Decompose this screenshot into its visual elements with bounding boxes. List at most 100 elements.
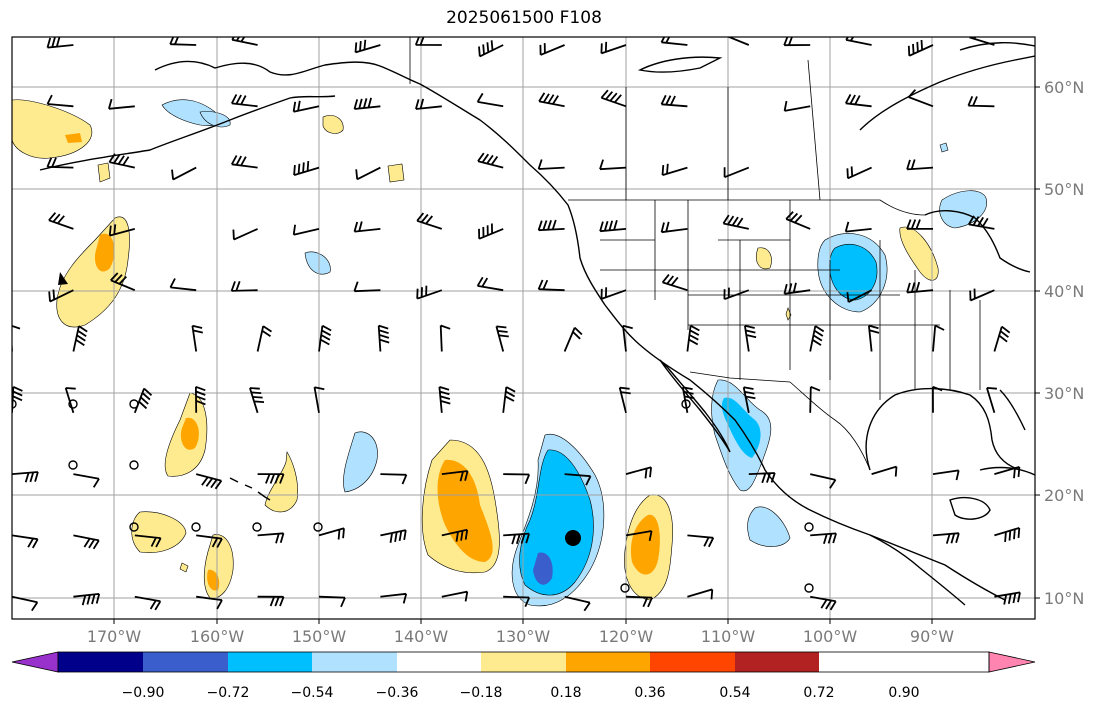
wind-barb (478, 40, 504, 58)
wind-barb (476, 92, 504, 108)
caribbean-cuba (979, 466, 1035, 476)
wind-barb (537, 279, 565, 292)
wind-barb (110, 272, 136, 292)
wind-barb (46, 37, 74, 49)
colorbar-segment (397, 652, 481, 672)
positive-anomaly-region (12, 99, 93, 159)
wind-barb (12, 166, 13, 168)
wind-barb (249, 387, 265, 414)
wind-barb (353, 97, 381, 110)
wind-barb (742, 386, 756, 413)
wind-barb (625, 466, 652, 479)
wind-barb (783, 100, 811, 112)
map-title: 2025061500 F108 (446, 8, 602, 28)
hudson-bay (859, 55, 1035, 131)
wind-barb (846, 166, 872, 180)
wind-barb (72, 325, 88, 352)
wind-barb (48, 289, 74, 303)
wind-barb (380, 592, 408, 604)
wind-barb (171, 166, 197, 181)
colorbar-segment (650, 652, 735, 672)
hawaii (229, 477, 271, 501)
wind-barb (809, 325, 825, 352)
wind-barb (868, 324, 880, 352)
wind-barb (599, 220, 627, 233)
wind-barb (503, 532, 530, 545)
wind-barb (353, 281, 381, 293)
colorbar-ticks: −0.90 −0.72 −0.54 −0.36 −0.18 0.18 0.36 … (122, 685, 920, 701)
wind-barb (134, 595, 162, 611)
longitude-axis: 170°W 160°W 150°W 140°W 130°W 120°W 110°… (87, 619, 954, 646)
wind-barb (810, 595, 837, 611)
wind-barb (12, 534, 39, 549)
location-marker-triangle (58, 272, 68, 285)
wind-barb (12, 290, 13, 292)
wind-barb (986, 387, 997, 414)
negative-anomaly-region (939, 142, 949, 153)
colorbar-segment (228, 652, 312, 672)
positive-anomaly-region (630, 514, 660, 575)
lon-label: 150°W (292, 627, 347, 646)
wind-barb (625, 595, 653, 608)
wind-barb (12, 228, 13, 230)
wind-barb (257, 595, 285, 607)
wind-barb (810, 532, 837, 544)
wind-barb (660, 37, 688, 46)
wind-barb (73, 473, 100, 488)
wind-barb (906, 159, 934, 171)
lon-label: 110°W (701, 627, 756, 646)
wind-barb (994, 591, 1021, 605)
wind-barb (476, 276, 504, 292)
wind-barb (441, 470, 469, 482)
negative-anomaly-region (747, 506, 791, 547)
wind-barb (871, 465, 898, 477)
positive-anomaly-region (207, 569, 220, 591)
wind-barb (906, 219, 933, 230)
lon-label: 170°W (87, 627, 142, 646)
wind-barb (441, 528, 469, 542)
lat-label: 50°N (1044, 180, 1084, 199)
wind-barb (907, 39, 934, 57)
positive-anomaly-region (179, 562, 189, 573)
wind-barb (661, 163, 688, 176)
central-america (869, 534, 1006, 601)
wind-barb (12, 471, 39, 483)
wind-barb (723, 166, 750, 179)
wind-barb (108, 224, 136, 237)
wind-barb (292, 224, 320, 236)
wind-barb (744, 324, 757, 352)
lat-label: 40°N (1044, 282, 1084, 301)
anomaly-shading (12, 99, 987, 607)
wind-barbs (12, 37, 1021, 612)
wind-barb (230, 280, 258, 292)
wind-barb (564, 473, 592, 486)
positive-anomaly-region (94, 233, 115, 272)
location-marker (565, 530, 581, 546)
wind-barb (46, 157, 74, 169)
colorbar-tick-label: 0.36 (634, 685, 665, 701)
wind-barb (723, 287, 750, 301)
wind-barb (785, 211, 811, 230)
colorbar-segment (566, 652, 650, 672)
colorbar-frame (57, 651, 990, 673)
positive-anomaly-region (899, 226, 939, 281)
lon-label: 130°W (496, 627, 551, 646)
wind-barb (377, 324, 390, 352)
wind-barb (64, 387, 76, 414)
colorbar-tick-label: −0.54 (291, 685, 334, 701)
lat-label: 10°N (1044, 589, 1084, 608)
wind-barb (625, 530, 653, 541)
wind-barb (502, 386, 516, 413)
lon-label: 100°W (803, 627, 858, 646)
wind-barb (660, 94, 688, 108)
colorbar-tick-label: −0.72 (207, 685, 250, 701)
lat-label: 30°N (1044, 384, 1084, 403)
wind-barb (661, 274, 688, 292)
colorbar-extend-low (11, 651, 59, 673)
wind-barb (196, 595, 223, 610)
lon-label: 120°W (599, 627, 654, 646)
wind-barb (687, 534, 715, 548)
wind-barb (318, 324, 332, 352)
alaska-coast (154, 60, 421, 85)
wind-barb (967, 96, 995, 108)
